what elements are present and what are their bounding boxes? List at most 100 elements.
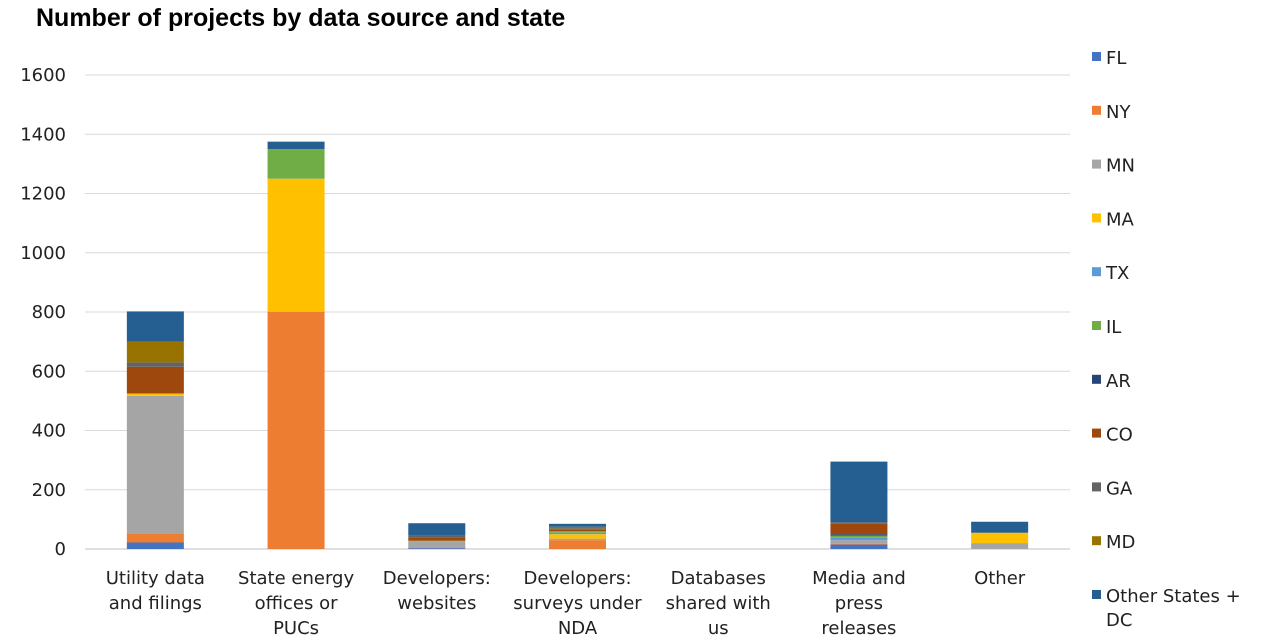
y-tick-label: 800	[32, 302, 66, 323]
y-tick-label: 400	[32, 421, 66, 442]
bar-segment	[267, 312, 325, 549]
bar-segment	[126, 362, 184, 367]
legend-item: GA	[1092, 478, 1133, 499]
x-tick-label: PUCs	[273, 618, 319, 639]
bar-segment	[126, 393, 184, 396]
x-tick-label: Developers:	[523, 568, 631, 589]
bar-segment	[408, 537, 466, 541]
bar-segment	[267, 178, 325, 312]
x-tick-label: Media and	[812, 568, 906, 589]
y-tick-label: 200	[32, 480, 66, 501]
x-tick-label: press	[835, 593, 883, 614]
y-tick-label: 600	[32, 361, 66, 382]
x-axis: Utility data and filings State energy offic…	[106, 568, 1026, 639]
legend-label: MD	[1106, 532, 1135, 553]
bar-segment	[408, 535, 466, 538]
bars	[126, 141, 1029, 549]
bar-segment	[126, 533, 184, 543]
bar-segment	[126, 311, 184, 342]
bar-segment	[830, 534, 888, 536]
bar-segment	[549, 528, 606, 530]
legend-label: FL	[1106, 48, 1126, 69]
x-tick-label: Databases	[671, 568, 766, 589]
x-tick-label: NDA	[558, 618, 598, 639]
bar-segment	[408, 541, 466, 548]
legend-item: AR	[1092, 371, 1131, 392]
bar-segment	[549, 532, 606, 535]
legend-swatch	[1092, 590, 1101, 599]
legend-swatch	[1092, 536, 1101, 546]
bar-segment	[126, 341, 184, 363]
legend-item: MA	[1092, 209, 1135, 230]
legend-item: CO	[1092, 425, 1133, 446]
legend-item: MD	[1092, 532, 1135, 553]
legend-swatch	[1092, 213, 1101, 223]
x-tick-label: releases	[821, 618, 896, 639]
legend-swatch	[1092, 105, 1101, 115]
bar-segment	[267, 149, 325, 179]
legend-swatch	[1092, 374, 1101, 384]
x-tick-label: websites	[397, 593, 476, 614]
x-tick-label: shared with	[666, 593, 771, 614]
legend-label: IL	[1106, 317, 1121, 338]
legend-swatch	[1092, 321, 1101, 330]
bar-segment	[549, 540, 606, 549]
legend-label: TX	[1105, 263, 1129, 284]
x-tick-label: State energy	[238, 568, 354, 589]
bar-segment	[549, 526, 606, 529]
gridlines	[85, 74, 1070, 550]
bar-segment	[126, 366, 184, 394]
legend-item: TX	[1092, 263, 1129, 284]
bar-segment	[408, 540, 466, 542]
legend-swatch	[1092, 482, 1101, 492]
x-tick-label: surveys under	[513, 593, 642, 614]
legend-swatch	[1092, 267, 1101, 277]
x-tick-label: and filings	[109, 593, 202, 614]
bar-segment	[830, 544, 888, 549]
legend-label: Other States +	[1106, 586, 1241, 607]
bar-segment	[830, 523, 888, 535]
bar-segment	[549, 534, 606, 539]
bar-segment	[971, 521, 1029, 533]
legend-label: MA	[1106, 209, 1135, 230]
legend-label: GA	[1106, 478, 1133, 499]
bar-segment	[549, 538, 606, 541]
chart-title: Number of projects by data source and st…	[36, 4, 566, 32]
legend-swatch	[1092, 159, 1101, 169]
y-tick-label: 1000	[20, 243, 66, 264]
bar-segment	[549, 531, 606, 533]
bar-segment	[830, 537, 888, 541]
bar-segment	[408, 547, 466, 549]
legend-item: IL	[1092, 317, 1121, 338]
bar-segment	[830, 461, 888, 523]
y-tick-label: 1200	[20, 184, 66, 205]
legend-item: FL	[1092, 48, 1126, 69]
x-tick-label: us	[708, 618, 729, 639]
y-tick-label: 1400	[20, 124, 66, 145]
legend-label: MN	[1106, 156, 1135, 177]
y-tick-label: 0	[55, 539, 66, 560]
legend-item: Other States + DC	[1092, 586, 1241, 631]
x-tick-label: Other	[974, 568, 1026, 589]
legend: FL NY MN MA TX IL AR CO GA MD Other States + DC	[1092, 48, 1241, 631]
bar-segment	[830, 522, 888, 524]
bar-segment	[830, 540, 888, 544]
y-tick-label: 1600	[20, 65, 66, 86]
legend-label: DC	[1106, 610, 1132, 631]
bar-segment	[549, 523, 606, 527]
bar-segment	[408, 523, 466, 536]
x-tick-label: offices or	[255, 593, 338, 614]
legend-swatch	[1092, 428, 1101, 438]
bar-segment	[408, 548, 466, 549]
y-axis: 0 200 400 600 800 1000 1200 1400 1600	[20, 65, 66, 560]
legend-item: MN	[1092, 156, 1135, 177]
bar-segment	[267, 141, 325, 150]
bar-segment	[126, 542, 184, 549]
legend-item: NY	[1092, 102, 1131, 123]
bar-segment	[830, 535, 888, 538]
bar-segment	[830, 543, 888, 545]
x-tick-label: Developers:	[383, 568, 491, 589]
bar-segment	[549, 529, 606, 532]
legend-label: CO	[1106, 425, 1133, 446]
